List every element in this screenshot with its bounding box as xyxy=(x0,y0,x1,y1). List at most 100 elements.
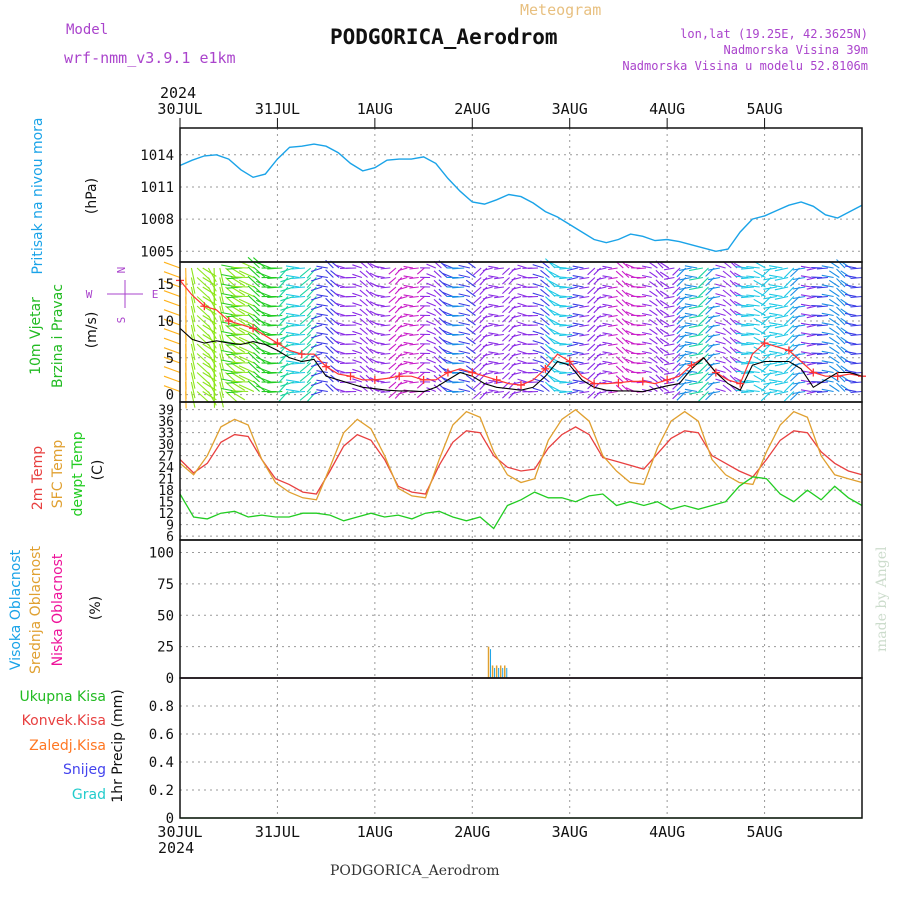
wind-barb xyxy=(850,390,863,393)
wind-barb xyxy=(334,273,345,279)
wind-barb xyxy=(698,334,709,345)
wind-barb xyxy=(828,336,840,345)
wind-barb xyxy=(426,358,437,364)
wind-barb xyxy=(698,362,709,374)
ytick-temp: 33 xyxy=(158,427,174,442)
wind-barb xyxy=(715,321,726,326)
wind-barb xyxy=(394,315,403,323)
wind-barb xyxy=(649,366,658,373)
wind-barb xyxy=(532,311,544,317)
wind-barb xyxy=(684,379,698,383)
wind-barb xyxy=(375,332,385,336)
wind-barb xyxy=(836,344,846,354)
wind-barb xyxy=(774,362,789,367)
wind-barb xyxy=(735,266,749,269)
wind-barb xyxy=(230,267,246,277)
wind-barb xyxy=(256,271,272,279)
wind-barb xyxy=(359,337,368,345)
wind-barb xyxy=(247,275,260,288)
wind-barb xyxy=(207,343,217,359)
wind-barb xyxy=(511,390,522,395)
wind-barb xyxy=(473,296,482,304)
wind-barb xyxy=(621,308,630,316)
wind-barb xyxy=(196,324,210,337)
ytick-pressure: 1005 xyxy=(140,244,174,260)
wind-barb xyxy=(715,369,726,374)
wind-barb xyxy=(163,337,181,345)
wind-barb xyxy=(559,305,573,308)
wind-barb xyxy=(231,295,249,298)
wind-barb xyxy=(306,305,317,317)
wind-barb xyxy=(196,334,210,347)
wind-barb xyxy=(602,360,612,364)
wind-barb xyxy=(707,390,721,395)
ytick-precip: 0.2 xyxy=(149,783,174,799)
wind-barb xyxy=(508,381,516,390)
wind-barb xyxy=(473,315,482,323)
wind-barb xyxy=(442,282,454,288)
wind-barb xyxy=(679,390,692,395)
wind-barb xyxy=(806,381,817,385)
wind-barb xyxy=(375,341,385,345)
ytick-precip: 0.8 xyxy=(149,699,174,715)
wind-barb xyxy=(285,360,300,364)
wind-barb xyxy=(655,317,664,326)
wind-barb xyxy=(299,391,312,401)
wind-barb xyxy=(844,341,857,345)
wind-barb xyxy=(572,351,584,355)
wind-barb xyxy=(409,333,419,337)
wind-barb xyxy=(844,350,857,355)
wind-barb xyxy=(163,356,181,364)
wind-barb xyxy=(365,327,374,335)
wind-barb xyxy=(465,317,476,326)
wind-barb xyxy=(532,359,544,364)
wind-barb xyxy=(502,267,510,276)
wind-barb xyxy=(473,277,482,285)
wind-barb xyxy=(291,295,306,299)
wind-barb xyxy=(458,264,471,269)
wind-barb xyxy=(247,370,260,383)
wind-barb xyxy=(735,370,749,374)
wind-barb xyxy=(621,280,630,288)
wind-barb xyxy=(452,343,465,346)
wind-barb xyxy=(553,351,567,355)
wind-barb xyxy=(649,309,658,316)
wind-barb xyxy=(465,374,476,383)
wind-barb xyxy=(452,305,465,308)
wind-barb xyxy=(310,286,323,292)
wind-barb xyxy=(572,360,584,364)
wind-barb xyxy=(196,362,210,375)
wind-barb xyxy=(659,347,670,354)
wind-barb xyxy=(416,267,425,275)
wind-barb xyxy=(816,371,828,374)
wind-barb xyxy=(741,324,755,327)
wind-barb xyxy=(664,286,675,290)
wind-barb xyxy=(398,324,408,329)
wind-barb xyxy=(280,314,294,321)
wind-barb xyxy=(511,305,522,309)
wind-barb xyxy=(365,289,374,297)
wind-barb xyxy=(458,302,471,307)
wind-barb xyxy=(285,274,300,279)
wind-barb xyxy=(540,374,550,383)
wind-barb xyxy=(850,314,863,317)
wind-barb xyxy=(330,365,340,373)
precip-legend-item: Grad xyxy=(72,787,106,803)
wind-barb xyxy=(163,318,181,326)
wind-barb xyxy=(722,280,732,288)
ytick-temp: 39 xyxy=(158,404,174,419)
wind-barb xyxy=(482,343,493,348)
compass-south: S xyxy=(115,317,128,324)
wind-barb xyxy=(707,276,721,281)
wind-barb xyxy=(566,314,578,319)
wind-barb xyxy=(359,356,368,364)
wind-barb xyxy=(330,279,340,288)
wind-barb xyxy=(659,328,670,335)
wind-barb xyxy=(280,305,294,311)
wind-barb xyxy=(365,346,374,354)
wind-barb xyxy=(715,340,726,345)
wind-barb xyxy=(587,277,596,285)
wind-barb xyxy=(707,333,721,338)
wind-barb xyxy=(821,360,834,364)
wind-barb xyxy=(416,286,425,294)
